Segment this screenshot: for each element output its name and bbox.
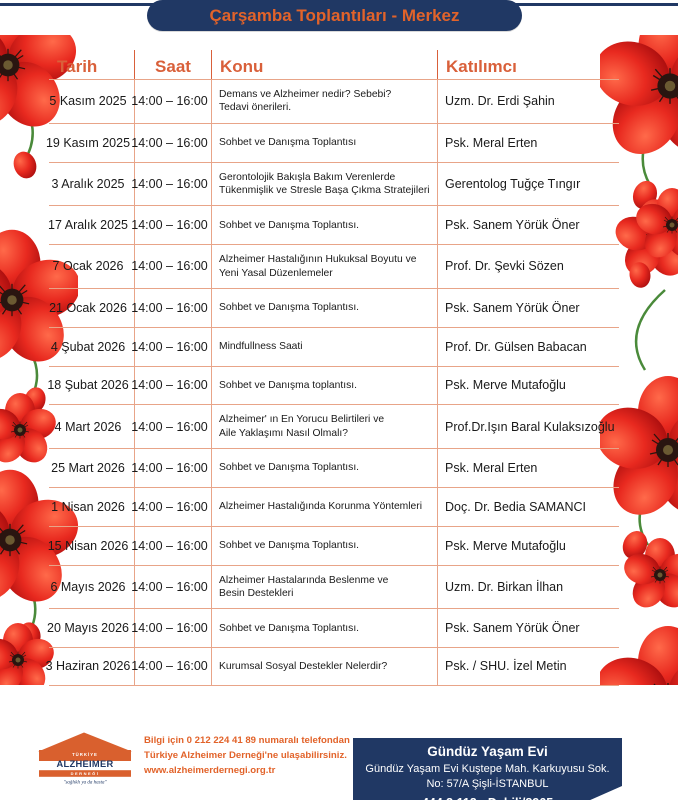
svg-text:ALZHEIMER: ALZHEIMER	[57, 759, 114, 769]
svg-text:DERNEĞİ: DERNEĞİ	[71, 771, 100, 776]
svg-text:"sağlıklı ya da hasta": "sağlıklı ya da hasta"	[63, 781, 107, 786]
svg-text:TÜRKİYE: TÜRKİYE	[72, 752, 98, 757]
